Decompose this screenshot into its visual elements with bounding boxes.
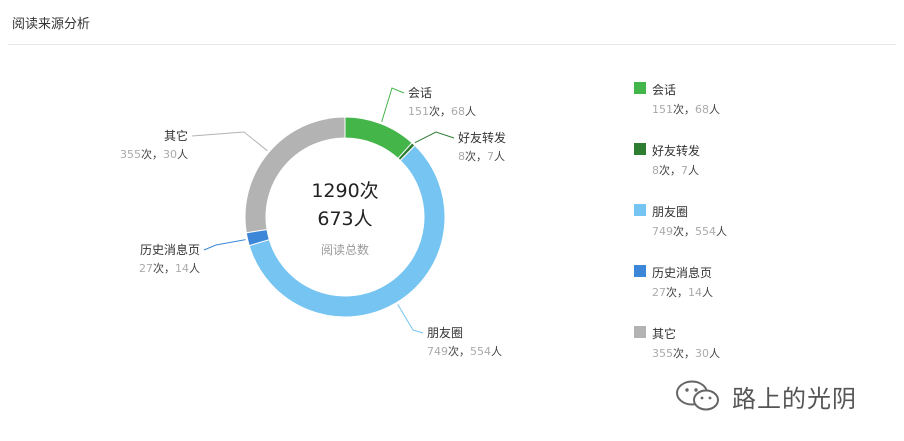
page-title: 阅读来源分析 [12,17,91,32]
legend-people-unit: 人 [688,164,699,177]
legend-stat: 151次，68人 [652,101,720,117]
legend-label: 好友转发 [652,144,701,158]
legend-people-unit: 人 [716,225,727,238]
center-total-people: 673人 [317,208,372,230]
slice-label: 会话 [408,86,432,100]
leader-line [397,304,424,334]
legend-people: 7 [681,164,688,177]
slice-label: 其它 [164,128,188,143]
legend-people: 554 [695,225,716,238]
slice-stat: 27次，14人 [139,261,200,275]
watermark-text: 路上的光阴 [732,384,857,413]
slice-label: 好友转发 [458,130,506,145]
leader-line [381,87,405,122]
wechat-icon [676,380,719,411]
watermark: 路上的光阴 [674,376,884,416]
slice-stat: 749次，554人 [427,344,502,358]
slice-stat: 8次，7人 [458,149,505,163]
legend-item[interactable]: 其它 355次，30人 [634,324,874,385]
legend-swatch [634,326,646,338]
slice-label: 朋友圈 [427,326,463,340]
legend-times-unit: 次， [659,164,681,177]
legend-people: 68 [695,103,709,116]
legend-people-unit: 人 [702,286,713,299]
center-caption: 阅读总数 [321,242,369,257]
legend-people: 30 [695,347,709,360]
legend-item[interactable]: 历史消息页 27次，14人 [634,263,874,324]
legend-times: 355 [652,347,673,360]
legend-times: 151 [652,103,673,116]
legend-people-unit: 人 [709,347,720,360]
donut-slice[interactable] [248,144,446,318]
legend: 会话 151次，68人 好友转发 8次，7人 朋友圈 749次，554人 历史消… [634,80,874,385]
legend-item[interactable]: 好友转发 8次，7人 [634,141,874,202]
legend-swatch [634,204,646,216]
legend-stat: 8次，7人 [652,162,699,178]
legend-times: 749 [652,225,673,238]
slice-stat: 151次，68人 [408,104,476,118]
leader-line [191,131,268,152]
legend-label: 朋友圈 [652,205,689,219]
legend-times-unit: 次， [673,225,695,238]
legend-times-unit: 次， [673,103,695,116]
section-header: 阅读来源分析 [8,0,896,45]
legend-times-unit: 次， [673,347,695,360]
center-total-times: 1290次 [311,180,378,202]
legend-times: 8 [652,164,659,177]
legend-swatch [634,82,646,94]
legend-item[interactable]: 会话 151次，68人 [634,80,874,141]
leader-line [203,239,246,251]
legend-times-unit: 次， [666,286,688,299]
slice-stat: 355次，30人 [120,147,188,161]
leader-line [414,131,455,144]
legend-stat: 355次，30人 [652,345,720,361]
legend-swatch [634,265,646,277]
legend-label: 其它 [652,327,677,341]
donut-slice[interactable] [344,116,413,160]
donut-slice[interactable] [244,116,346,234]
legend-times: 27 [652,286,666,299]
legend-label: 会话 [652,83,677,97]
legend-people-unit: 人 [709,103,720,116]
legend-stat: 27次，14人 [652,284,713,300]
legend-people: 14 [688,286,702,299]
legend-swatch [634,143,646,155]
slice-label: 历史消息页 [140,242,200,257]
legend-label: 历史消息页 [652,266,713,280]
legend-stat: 749次，554人 [652,223,727,239]
legend-item[interactable]: 朋友圈 749次，554人 [634,202,874,263]
